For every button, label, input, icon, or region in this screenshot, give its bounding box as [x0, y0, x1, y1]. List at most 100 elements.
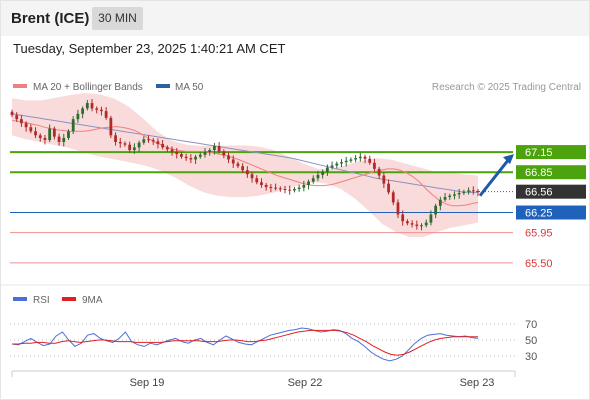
candle-body	[34, 131, 37, 136]
candle-body	[340, 162, 343, 164]
candle-body	[476, 191, 480, 193]
x-tick-label-2: Sep 23	[460, 377, 495, 389]
level-label-3: 66.25	[525, 208, 553, 220]
candle-body	[43, 137, 47, 140]
legend-label-ma50: MA 50	[175, 82, 204, 93]
candle-body	[321, 171, 325, 175]
candle-body	[15, 115, 19, 120]
candle-body	[434, 205, 438, 215]
candle-body	[382, 175, 386, 184]
interval-button[interactable]: 30 MIN	[92, 7, 143, 30]
candle-body	[170, 149, 174, 153]
candle-body	[67, 131, 70, 138]
chart-timestamp: Tuesday, September 23, 2025 1:40:21 AM C…	[13, 41, 286, 56]
candle-body	[208, 150, 212, 153]
candle-body	[415, 224, 419, 226]
level-label-2: 66.56	[525, 187, 553, 199]
candle-body	[137, 142, 141, 148]
candle-body	[410, 223, 414, 225]
candle-body	[71, 119, 75, 132]
candle-body	[38, 135, 42, 138]
candle-body	[180, 154, 183, 157]
candle-body	[227, 155, 230, 160]
candle-body	[10, 111, 14, 116]
candle-body	[213, 146, 216, 151]
candle-body	[335, 163, 339, 166]
candle-body	[114, 135, 117, 142]
candle-body	[156, 141, 160, 145]
candle-body	[81, 108, 85, 114]
candle-body	[161, 144, 165, 148]
candle-body	[264, 184, 268, 187]
instrument-title: Brent (ICE)	[11, 10, 90, 27]
candle-body	[288, 189, 292, 191]
candle-body	[330, 165, 334, 168]
candle-body	[420, 225, 423, 227]
legend-swatch-9ma	[62, 297, 76, 301]
candle-body	[368, 158, 372, 163]
candle-body	[457, 193, 461, 195]
candle-body	[377, 168, 381, 176]
candle-body	[453, 194, 456, 196]
candle-body	[189, 158, 193, 160]
candle-body	[95, 108, 99, 110]
candle-body	[118, 142, 122, 144]
candle-body	[462, 191, 466, 194]
rsi-tick-label-1: 50	[525, 335, 537, 347]
candle-body	[245, 170, 249, 175]
candle-body	[311, 178, 315, 182]
candle-body	[387, 183, 390, 193]
candle-body	[302, 184, 306, 188]
candle-body	[471, 190, 475, 192]
candle-body	[128, 144, 132, 151]
candle-body	[104, 111, 108, 118]
rsi-tick-label-2: 30	[525, 351, 537, 363]
x-tick-label-0: Sep 19	[130, 377, 165, 389]
candle-body	[24, 123, 28, 128]
candle-body	[52, 128, 56, 137]
ma50-line	[11, 113, 478, 193]
level-label-1: 66.85	[525, 167, 553, 179]
level-badge-2	[516, 184, 586, 199]
candle-body	[297, 187, 301, 189]
watermark: Research © 2025 Trading Central	[432, 82, 581, 93]
ma20-line	[11, 120, 479, 207]
level-badge-3	[516, 205, 586, 220]
candle-body	[198, 154, 202, 157]
candle-body	[283, 189, 287, 190]
candle-body	[165, 147, 169, 150]
candle-body	[438, 199, 442, 206]
level-badge-0	[516, 145, 586, 160]
legend-label-rsi: RSI	[33, 295, 50, 306]
candle-body	[363, 156, 367, 159]
candle-body	[255, 178, 259, 183]
candle-body	[274, 187, 277, 189]
candle-body	[405, 221, 409, 224]
candle-body	[391, 192, 395, 203]
legend-label-ma20: MA 20 + Bollinger Bands	[33, 82, 143, 93]
candle-body	[293, 189, 296, 191]
candle-body	[29, 127, 33, 132]
candle-body	[175, 152, 179, 155]
candle-body	[250, 174, 254, 179]
candle-body	[147, 139, 150, 141]
level-badge-1	[516, 165, 586, 180]
bollinger-band-area	[12, 93, 478, 238]
projection-arrow-shaft	[478, 158, 511, 197]
rsi-line	[11, 327, 479, 362]
header-bar: Brent (ICE) 30 MIN	[0, 0, 590, 36]
candle-body	[203, 152, 207, 155]
candle-body	[100, 109, 103, 112]
level-label-0: 67.15	[525, 147, 553, 159]
rsi-9ma-line	[12, 329, 478, 356]
candle-body	[151, 139, 155, 142]
level-label-4: 65.95	[525, 228, 553, 240]
candle-body	[109, 117, 113, 136]
candle-body	[48, 128, 52, 140]
candle-body	[123, 143, 127, 145]
candle-body	[316, 174, 320, 179]
candle-body	[57, 136, 61, 142]
candle-body	[278, 188, 282, 190]
candle-body	[76, 113, 80, 120]
